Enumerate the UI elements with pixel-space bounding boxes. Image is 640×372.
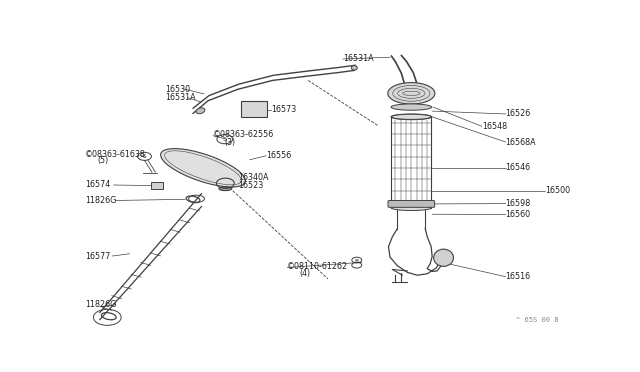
Text: S: S — [143, 154, 146, 159]
FancyBboxPatch shape — [241, 101, 267, 117]
Text: 16548: 16548 — [482, 122, 507, 131]
Text: 16556: 16556 — [266, 151, 291, 160]
Text: 16568A: 16568A — [506, 138, 536, 147]
Text: ©08363-61638: ©08363-61638 — [85, 150, 146, 158]
Text: (4): (4) — [300, 269, 311, 278]
FancyBboxPatch shape — [151, 182, 163, 189]
Text: 16574: 16574 — [85, 180, 110, 189]
Text: 16598: 16598 — [506, 199, 531, 208]
Text: 16516: 16516 — [506, 272, 531, 281]
Text: 16530: 16530 — [165, 84, 191, 93]
Text: 16573: 16573 — [271, 105, 296, 115]
Text: 11826G: 11826G — [85, 300, 116, 309]
FancyBboxPatch shape — [388, 201, 435, 207]
Text: 16560: 16560 — [506, 210, 531, 219]
Text: 16523: 16523 — [237, 182, 263, 190]
Ellipse shape — [388, 83, 435, 104]
Text: 16500: 16500 — [545, 186, 570, 195]
Text: (3): (3) — [225, 138, 236, 147]
Text: B: B — [355, 259, 359, 264]
Text: 11826G: 11826G — [85, 196, 116, 205]
Text: 16340A: 16340A — [237, 173, 268, 182]
Ellipse shape — [391, 114, 431, 120]
Text: 16577: 16577 — [85, 251, 110, 260]
Ellipse shape — [161, 148, 245, 187]
Ellipse shape — [391, 104, 431, 110]
Text: 16526: 16526 — [506, 109, 531, 118]
Text: (5): (5) — [97, 157, 109, 166]
Text: ©08110-61262: ©08110-61262 — [287, 262, 348, 271]
Text: 16546: 16546 — [506, 163, 531, 172]
Ellipse shape — [392, 205, 431, 211]
Text: ©08363-62556: ©08363-62556 — [213, 130, 274, 140]
Ellipse shape — [392, 114, 431, 119]
Text: 16531A: 16531A — [343, 54, 374, 64]
Ellipse shape — [196, 108, 205, 114]
Text: 16531A: 16531A — [165, 93, 196, 102]
Ellipse shape — [434, 249, 454, 266]
Ellipse shape — [351, 65, 357, 70]
Text: ^ 65S 00 8: ^ 65S 00 8 — [516, 317, 559, 323]
Text: S: S — [223, 137, 227, 142]
